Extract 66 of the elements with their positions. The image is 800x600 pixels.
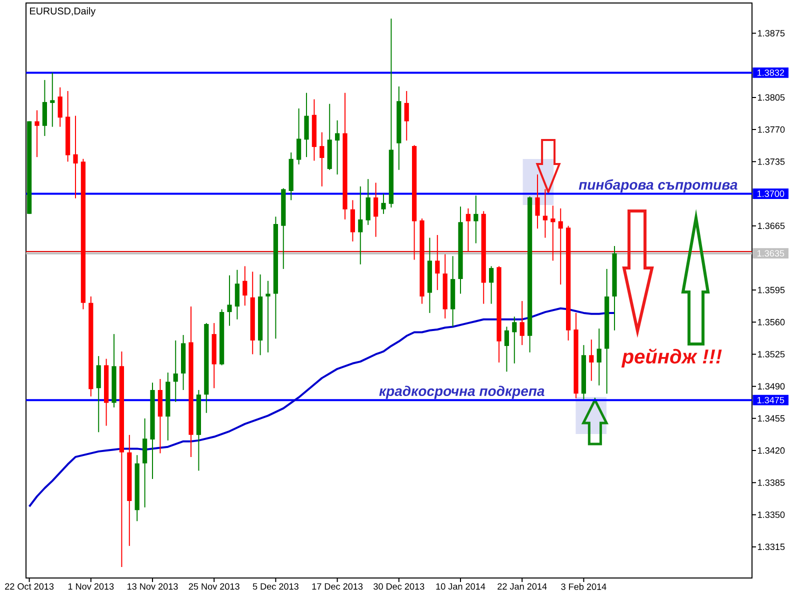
text: рейндж !!! (621, 348, 722, 368)
candlestick (542, 188, 548, 238)
y-tick-label: 1.3525 (758, 351, 785, 358)
chart-title: EURUSD,Daily (30, 7, 96, 16)
y-tick-label: 1.3455 (758, 415, 785, 422)
y-tick-label: 1.3560 (758, 318, 785, 326)
y-tick-label: 1.3385 (758, 479, 785, 486)
candlestick (73, 115, 78, 199)
x-tick-label: 30 Dec 2013 (374, 583, 424, 590)
candlestick (373, 182, 378, 238)
annotation: крадкосрочна подкрепа (379, 386, 544, 399)
y-tick-label: 1.3420 (758, 447, 785, 454)
candlestick (550, 205, 556, 262)
candlestick (466, 208, 471, 252)
candlestick (535, 174, 540, 230)
candlestick (266, 280, 270, 353)
x-tick-label: 1 Nov 2013 (68, 583, 114, 590)
ref-line-label: 1.3475 (757, 396, 784, 404)
y-tick-label: 1.3805 (758, 94, 785, 101)
candlestick (358, 186, 363, 265)
candlestick (242, 266, 248, 306)
x-tick-label: 22 Oct 2013 (5, 583, 54, 590)
candlestick (381, 193, 386, 214)
ref-line-label: 1.3635 (757, 250, 784, 257)
y-tick-label: 1.3735 (758, 158, 785, 165)
candlestick (350, 200, 356, 242)
candlestick (596, 328, 602, 386)
x-tick-label: 22 Jan 2014 (498, 583, 547, 590)
ref-line-label: 1.3700 (757, 190, 784, 197)
candlestick (34, 110, 40, 158)
candlestick (304, 92, 309, 158)
annotation: пинбарова съпротива (578, 179, 738, 192)
candlestick (488, 266, 494, 304)
x-tick-label: 5 Dec 2013 (252, 583, 298, 590)
candlestick (558, 208, 563, 286)
x-tick-label: 10 Jan 2014 (436, 583, 486, 590)
ref-line-label: 1.3832 (757, 69, 784, 76)
x-tick-label: 17 Dec 2013 (312, 583, 363, 590)
x-tick-label: 3 Feb 2014 (561, 583, 606, 590)
y-tick-label: 1.3875 (758, 30, 785, 36)
candlestick (435, 234, 440, 291)
candlestick (474, 195, 478, 244)
candlestick (589, 339, 594, 382)
candlestick (366, 178, 370, 226)
candlestick (96, 356, 101, 433)
candlestick (58, 86, 62, 128)
candlestick (173, 340, 178, 402)
candlestick (227, 274, 232, 326)
candlestick (320, 132, 324, 187)
y-tick-label: 1.3350 (758, 512, 785, 518)
candlestick (520, 300, 524, 346)
x-tick-label: 13 Nov 2013 (127, 583, 178, 590)
candlestick (404, 90, 409, 142)
y-tick-label: 1.3315 (758, 544, 785, 550)
candlestick (512, 316, 517, 364)
candlestick (334, 120, 340, 175)
y-tick-label: 1.3770 (758, 126, 785, 133)
candlestick (42, 80, 48, 136)
y-tick-label: 1.3595 (758, 286, 785, 294)
candlestick (504, 326, 510, 372)
y-tick-label: 1.3490 (758, 383, 785, 390)
y-tick-label: 1.3665 (758, 222, 785, 230)
x-tick-label: 25 Nov 2013 (188, 583, 240, 590)
candlestick (50, 72, 55, 128)
candlestick (296, 108, 302, 165)
candlestick (234, 269, 240, 320)
